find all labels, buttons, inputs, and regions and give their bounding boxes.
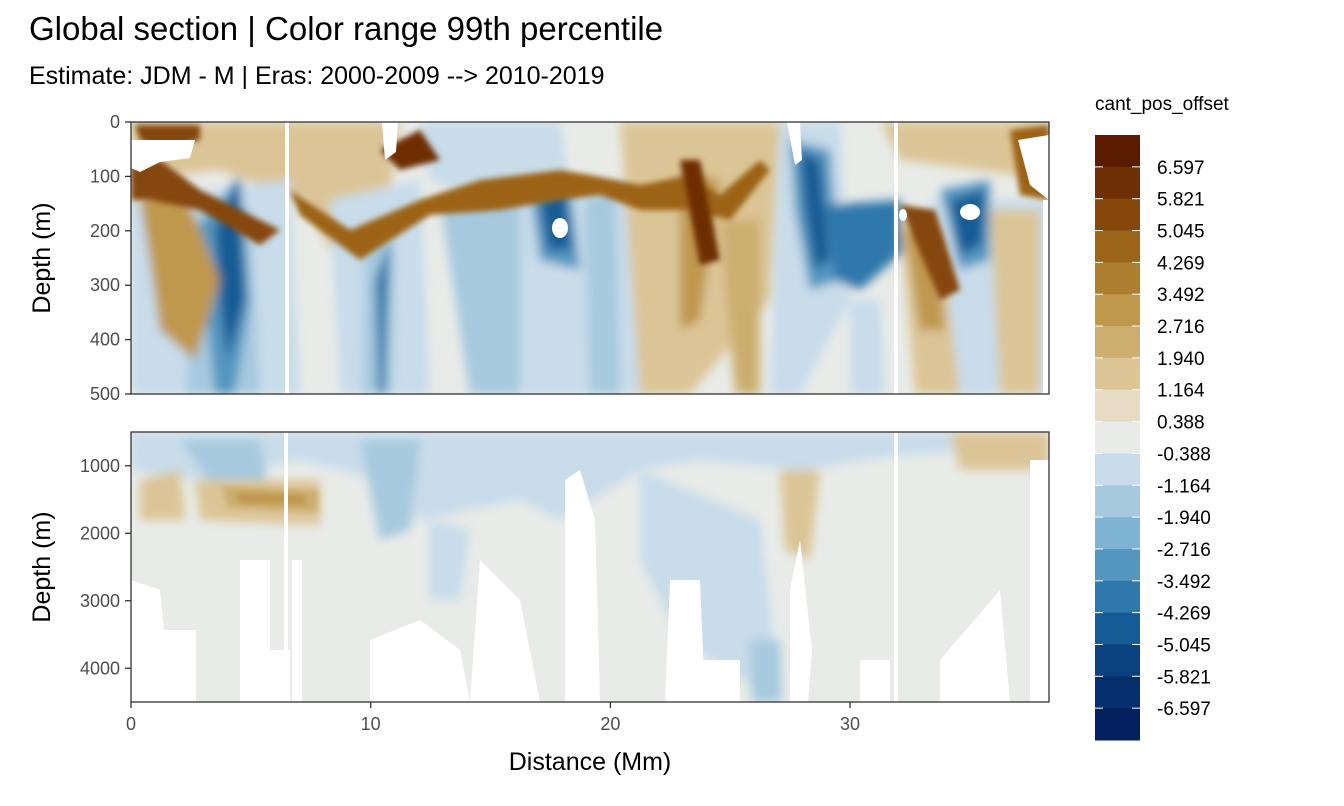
legend-swatch xyxy=(1095,644,1140,677)
chart-subtitle: Estimate: JDM - M | Eras: 2000-2009 --> … xyxy=(29,62,605,90)
upper-panel xyxy=(130,121,1050,395)
legend-label: -5.821 xyxy=(1157,667,1211,688)
legend-label: -2.716 xyxy=(1157,540,1211,561)
legend-swatch xyxy=(1095,198,1140,232)
legend-swatch xyxy=(1095,357,1140,391)
legend-label: -6.597 xyxy=(1157,699,1211,720)
legend-swatch xyxy=(1095,517,1140,550)
y-tick-label: 0 xyxy=(110,112,120,132)
x-tick-label: 20 xyxy=(600,714,620,734)
legend-label: 6.597 xyxy=(1157,158,1205,179)
y-tick-label: 2000 xyxy=(80,523,120,543)
legend-swatch xyxy=(1095,676,1140,709)
x-tick-label: 10 xyxy=(361,714,381,734)
legend-label: -5.045 xyxy=(1157,635,1211,656)
legend-swatch xyxy=(1095,421,1140,454)
upper-panel-border xyxy=(130,121,1050,395)
y-tick-label: 1000 xyxy=(80,456,120,476)
y-tick-label: 300 xyxy=(90,275,120,295)
legend-swatch xyxy=(1095,453,1140,486)
legend-swatch xyxy=(1095,612,1140,645)
lower-section-field xyxy=(131,432,1049,702)
legend-swatch xyxy=(1095,580,1140,614)
legend-label: -4.269 xyxy=(1157,604,1211,625)
legend-label: -0.388 xyxy=(1157,444,1211,465)
legend-label: 5.821 xyxy=(1157,190,1205,211)
legend-label: 3.492 xyxy=(1157,285,1205,306)
legend-swatch xyxy=(1095,262,1140,295)
legend-title: cant_pos_offset xyxy=(1095,94,1230,115)
x-tick-label: 0 xyxy=(126,714,136,734)
y-tick-label: 3000 xyxy=(80,591,120,611)
chart-title: Global section | Color range 99th percen… xyxy=(29,10,663,47)
legend-label: 1.940 xyxy=(1157,349,1205,370)
lower-panel xyxy=(130,431,1050,703)
legend-swatch xyxy=(1095,326,1140,359)
y-tick-label: 500 xyxy=(90,384,120,404)
legend-label: -3.492 xyxy=(1157,572,1211,593)
legend-label: -1.940 xyxy=(1157,508,1211,529)
legend-swatch xyxy=(1095,548,1140,582)
y-tick-label: 100 xyxy=(90,166,120,186)
legend: 6.597 5.821 5.045 4.269 3.492 2.716 1.940 1.164… xyxy=(1095,135,1211,741)
legend-swatch xyxy=(1095,230,1140,263)
legend-swatch xyxy=(1095,294,1140,327)
legend-swatch xyxy=(1095,708,1140,741)
legend-label: -1.164 xyxy=(1157,476,1211,497)
legend-swatch xyxy=(1095,135,1140,168)
lower-panel-border xyxy=(130,431,1050,703)
legend-label: 4.269 xyxy=(1157,253,1205,274)
legend-label: 1.164 xyxy=(1157,381,1205,402)
upper-section-field xyxy=(131,122,1049,394)
x-axis-label: Distance (Mm) xyxy=(509,748,672,776)
y-tick-label: 400 xyxy=(90,330,120,350)
y-axis-label-lower: Depth (m) xyxy=(28,511,56,622)
x-tick-label: 30 xyxy=(840,714,860,734)
y-tick-label: 4000 xyxy=(80,658,120,678)
y-tick-label: 200 xyxy=(90,221,120,241)
legend-swatch xyxy=(1095,166,1140,200)
legend-label: 0.388 xyxy=(1157,413,1205,434)
legend-label: 2.716 xyxy=(1157,317,1205,338)
legend-swatch xyxy=(1095,485,1140,518)
y-axis-label-upper: Depth (m) xyxy=(28,202,56,313)
legend-label: 5.045 xyxy=(1157,222,1205,243)
legend-swatch xyxy=(1095,389,1140,423)
